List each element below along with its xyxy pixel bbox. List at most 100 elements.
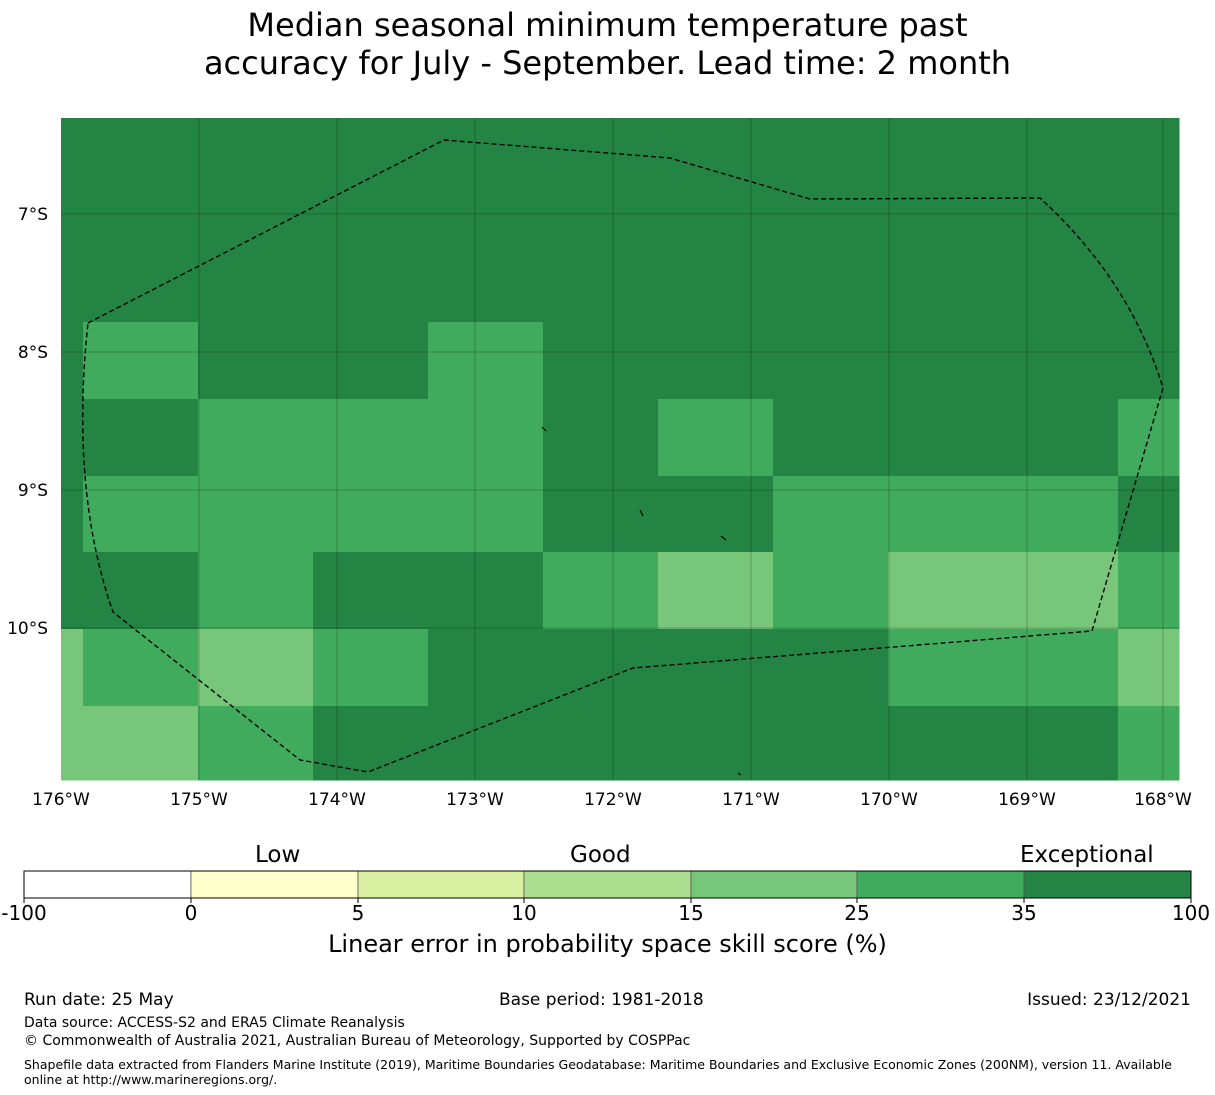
colorbar-tick-label: 100 <box>1172 901 1210 925</box>
skill-cell <box>773 476 889 553</box>
longitude-label: 169°W <box>998 790 1056 810</box>
skill-cell <box>428 629 544 707</box>
skill-cell <box>61 476 84 553</box>
longitude-label: 175°W <box>170 790 228 810</box>
skill-cell <box>658 214 774 323</box>
colorbar-swatch <box>190 870 359 899</box>
skill-cell <box>773 706 889 781</box>
skill-cell <box>83 552 199 630</box>
skill-cell <box>313 214 429 323</box>
longitude-label: 173°W <box>446 790 504 810</box>
longitude-label: 174°W <box>308 790 366 810</box>
skill-cell <box>61 629 84 707</box>
colorbar-swatch <box>357 870 525 899</box>
colorbar-label: Linear error in probability space skill … <box>328 930 887 958</box>
skill-cell <box>428 214 544 323</box>
skill-cell <box>198 629 314 707</box>
island-mark <box>541 426 547 432</box>
skill-cell <box>658 476 774 553</box>
skill-cell <box>888 399 1119 477</box>
skill-cell <box>658 706 774 781</box>
skill-cell <box>313 476 429 553</box>
skill-cell <box>428 476 544 553</box>
skill-cell <box>313 322 429 400</box>
skill-cell <box>543 322 659 400</box>
colorbar-tick-label: -100 <box>1 901 46 925</box>
skill-cell <box>773 629 889 707</box>
skill-cell <box>1118 214 1180 323</box>
skill-cell <box>313 399 429 477</box>
colorbar-category-exceptional: Exceptional <box>1020 842 1154 868</box>
skill-cell <box>61 118 84 215</box>
skill-cell <box>428 399 544 477</box>
skill-cell <box>1118 118 1180 215</box>
skill-cell <box>61 399 84 477</box>
longitude-label: 176°W <box>32 790 90 810</box>
skill-cell <box>1118 552 1180 630</box>
colorbar-tick-label: 15 <box>678 901 703 925</box>
skill-cell <box>83 214 199 323</box>
skill-cell <box>198 214 314 323</box>
skill-cell <box>428 322 544 400</box>
skill-cell <box>658 118 774 215</box>
graticule <box>61 118 1179 780</box>
skill-cell <box>888 629 1119 707</box>
latitude-labels: 7°S 8°S 9°S 10°S <box>7 205 48 639</box>
longitude-label: 171°W <box>722 790 780 810</box>
colorbar-tick-label: 10 <box>511 901 536 925</box>
skill-cell <box>1118 322 1180 400</box>
skill-cell <box>61 706 84 781</box>
skill-cell <box>198 118 314 215</box>
skill-cell <box>773 322 889 400</box>
skill-cell <box>658 629 774 707</box>
skill-cell <box>658 322 774 400</box>
colorbar-swatch <box>690 870 858 899</box>
latitude-label: 8°S <box>18 343 48 363</box>
island-mark <box>737 772 742 776</box>
skill-cell <box>543 706 659 781</box>
colorbar-tick-label: 5 <box>352 901 365 925</box>
title-line-1: Median seasonal minimum temperature past <box>247 6 968 44</box>
map-title: Median seasonal minimum temperature past… <box>0 6 1215 82</box>
island-mark <box>720 535 727 541</box>
skill-cell <box>83 118 199 215</box>
skill-cell <box>1118 629 1180 707</box>
colorbar-swatch <box>1023 870 1192 899</box>
skill-cell <box>198 399 314 477</box>
colorbar-tick-label: 25 <box>844 901 869 925</box>
longitude-label: 170°W <box>860 790 918 810</box>
colorbar-swatch <box>856 870 1025 899</box>
skill-cell <box>61 214 84 323</box>
skill-cell <box>83 322 199 400</box>
skill-cell <box>658 399 774 477</box>
skill-cell <box>198 706 314 781</box>
skill-map: 7°S 8°S 9°S 10°S 176°W 175°W 174°W 173°W 172°W 1… <box>7 118 1192 810</box>
skill-cell <box>61 322 84 400</box>
skill-cell <box>888 322 1119 400</box>
colorbar-tick-label: 0 <box>185 901 198 925</box>
latitude-label: 9°S <box>18 481 48 501</box>
skill-cell <box>543 118 659 215</box>
skill-cell <box>313 629 429 707</box>
shapefile-credit: Shapefile data extracted from Flanders M… <box>24 1057 1172 1087</box>
data-source: Data source: ACCESS-S2 and ERA5 Climate … <box>24 1015 405 1031</box>
skill-cell <box>888 706 1119 781</box>
colorbar-tick-label: 35 <box>1011 901 1036 925</box>
skill-cell <box>428 706 544 781</box>
skill-cell <box>428 118 544 215</box>
skill-cell <box>198 552 314 630</box>
latitude-label: 10°S <box>7 619 48 639</box>
skill-cell <box>428 552 544 630</box>
skill-cell <box>773 552 889 630</box>
skill-cell <box>1118 706 1180 781</box>
skill-cell <box>61 552 84 630</box>
island-mark <box>639 509 644 517</box>
skill-cell <box>543 552 659 630</box>
run-date: Run date: 25 May <box>24 990 174 1010</box>
skill-cell <box>83 476 199 553</box>
colorbar-swatch <box>23 870 192 899</box>
longitude-label: 172°W <box>584 790 642 810</box>
skill-cell <box>83 629 199 707</box>
skill-cell <box>888 552 1119 630</box>
latitude-label: 7°S <box>18 205 48 225</box>
